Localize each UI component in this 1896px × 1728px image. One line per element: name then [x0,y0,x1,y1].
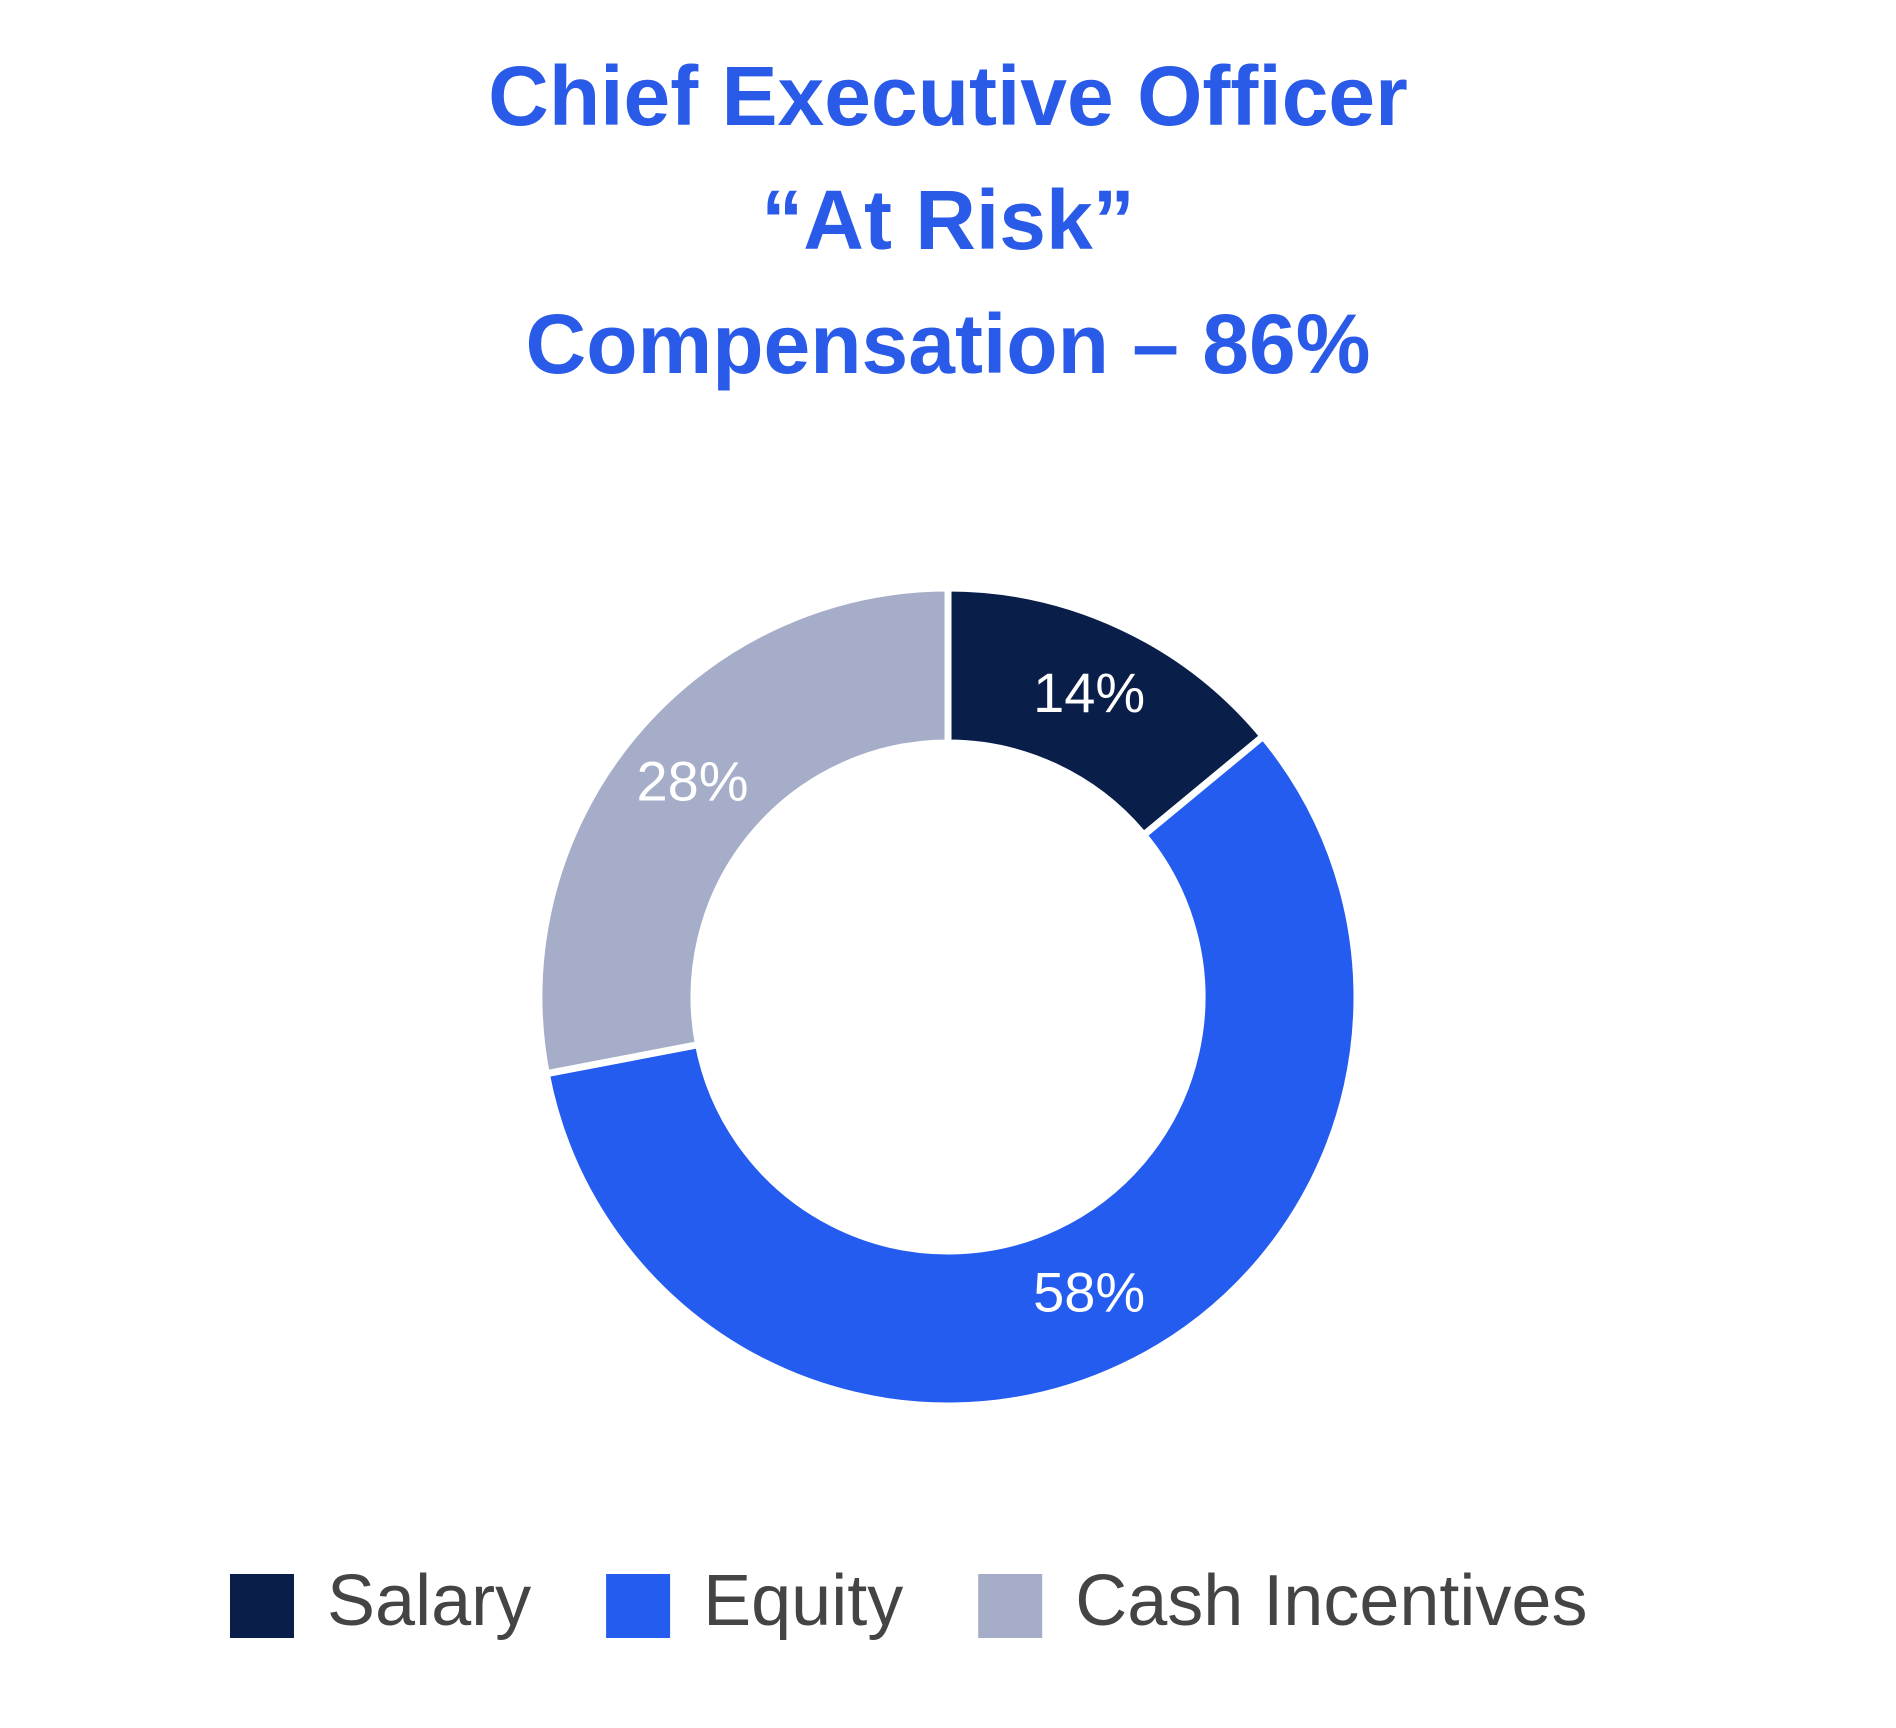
legend-label: Salary [327,1561,531,1641]
data-label: 28% [637,749,749,812]
data-label: 58% [1033,1261,1145,1324]
chart-title: Chief Executive Officer [488,49,1408,143]
legend-swatch [606,1574,671,1638]
legend-label: Equity [703,1561,903,1641]
donut-slice [542,731,1361,1410]
legend-swatch [230,1574,294,1638]
legend-swatch [978,1574,1043,1638]
chart-title: Compensation – 86% [526,297,1371,391]
legend-label: Cash Incentives [1075,1561,1587,1641]
donut-slice [535,584,952,1078]
donut-slice [944,584,1269,841]
chart-title: “At Risk” [761,173,1134,267]
data-label: 14% [1033,661,1145,724]
